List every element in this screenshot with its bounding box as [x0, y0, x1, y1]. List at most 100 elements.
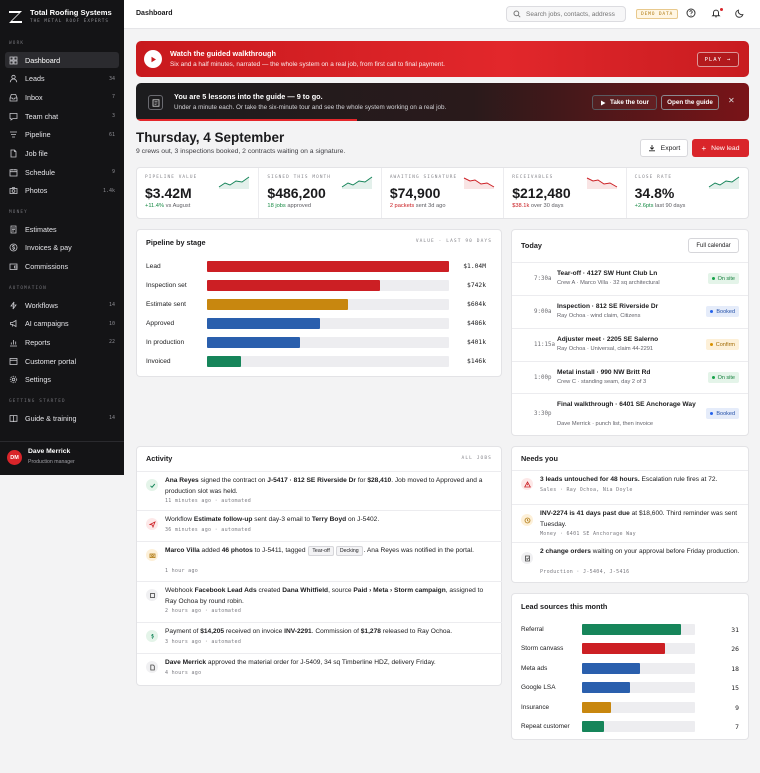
kpi-card[interactable]: AWAITING SIGNATURE $74,900 2 packets sent …	[382, 168, 505, 218]
sidebar-item-label: Team chat	[25, 111, 59, 121]
pipeline-row[interactable]: Lead $1.04M	[146, 261, 486, 273]
camera-icon	[9, 187, 18, 195]
sidebar-item-label: Inbox	[25, 92, 43, 102]
kpi-delta: +2.6pts	[634, 203, 654, 209]
status-badge: On site	[707, 273, 739, 284]
sidebar-item-reports[interactable]: Reports 22	[5, 334, 119, 350]
schedule-subtitle: Dave Merrick · punch list, then invoice	[557, 421, 654, 427]
pipeline-row[interactable]: In production $401k	[146, 337, 486, 349]
sidebar-item-label: Workflows	[25, 300, 59, 310]
sidebar-item-team-chat[interactable]: Team chat 3	[5, 108, 119, 124]
tag-chip[interactable]: Tear-off	[308, 546, 334, 556]
user-profile[interactable]: DM Dave Merrick Production manager	[0, 441, 124, 475]
sidebar-item-photos[interactable]: Photos 1.4k	[5, 183, 119, 199]
schedule-item[interactable]: 11:15a Adjuster meet · 2205 SE Salerno Ray…	[512, 328, 748, 361]
sidebar-item-dashboard[interactable]: Dashboard	[5, 52, 119, 68]
search-input[interactable]	[526, 10, 618, 18]
kpi-card[interactable]: CLOSE RATE 34.8% +2.6pts last 90 days	[627, 168, 748, 218]
activity-item[interactable]: Dave Merrick approved the material order…	[137, 653, 502, 685]
close-icon[interactable]: ✕	[728, 96, 735, 105]
schedule-subtitle: Ray Ochoa · Universal, claim 44-2291	[557, 346, 654, 352]
open-guide-button[interactable]: Open the guide	[661, 95, 719, 110]
activity-item[interactable]: Payment of $14,205 received on invoice I…	[137, 622, 502, 653]
tag-chip[interactable]: Decking	[335, 546, 363, 556]
full-calendar-button[interactable]: Full calendar	[688, 238, 739, 253]
export-button[interactable]: Export	[640, 139, 688, 157]
lead-source-label: Storm canvass	[521, 645, 564, 653]
sidebar-item-job-file[interactable]: Job file	[5, 146, 119, 162]
needs-you-item[interactable]: 3 leads untouched for 48 hours. Escalati…	[512, 470, 748, 504]
sidebar-item-workflows[interactable]: Workflows 14	[5, 297, 119, 313]
schedule-item[interactable]: 1:00p Metal install · 990 NW Britt Rd Crew…	[512, 361, 748, 393]
sidebar-item-settings[interactable]: Settings	[5, 372, 119, 388]
play-button[interactable]: PLAY →	[697, 52, 739, 67]
kpi-delta: $38.1k	[512, 203, 530, 209]
lead-source-row[interactable]: Repeat customer 7	[521, 721, 739, 733]
take-tour-button[interactable]: Take the tour	[592, 95, 657, 110]
activity-text: approved the material order for J-5409, …	[206, 659, 436, 666]
activity-item[interactable]: Webhook Facebook Lead Ads created Dana W…	[137, 581, 502, 622]
wallet-icon	[9, 263, 18, 270]
play-circle-icon[interactable]	[144, 50, 162, 68]
pipeline-row[interactable]: Invoiced $146k	[146, 356, 486, 368]
kpi-card[interactable]: RECEIVABLES $212,480 $38.1k over 30 days	[504, 168, 627, 218]
plus-icon: +	[701, 143, 707, 153]
kpi-card[interactable]: SIGNED THIS MONTH $486,200 18 jobs approve…	[259, 168, 382, 218]
lead-source-bar	[582, 643, 666, 655]
lead-source-row[interactable]: Google LSA 15	[521, 682, 739, 694]
schedule-item[interactable]: 3:30p Final walkthrough · 6401 SE Anchora…	[512, 393, 748, 437]
pipeline-stage-label: Inspection set	[146, 282, 187, 289]
theme-toggle-icon[interactable]	[735, 8, 747, 20]
brand[interactable]: Total Roofing Systems THE METAL ROOF EXP…	[9, 8, 119, 30]
sidebar-item-ai-campaigns[interactable]: AI campaigns 10	[5, 316, 119, 332]
needs-you-detail: Escalation rule fires at 72.	[639, 476, 718, 483]
sidebar-item-pipeline[interactable]: Pipeline 61	[5, 127, 119, 143]
lead-source-bar-track	[582, 624, 695, 635]
kpi-delta: 2 packets	[389, 203, 415, 209]
activity-text: sent day-3 email to	[252, 516, 312, 523]
new-lead-button[interactable]: + New lead	[692, 139, 749, 157]
pipeline-row[interactable]: Inspection set $742k	[146, 280, 486, 292]
lead-source-row[interactable]: Insurance 9	[521, 701, 739, 714]
needs-you-emphasis: INV-2274 is 41 days past due	[540, 510, 630, 517]
activity-item[interactable]: Ana Reyes signed the contract on J-5417 …	[137, 471, 502, 510]
sidebar-item-label: Leads	[25, 74, 45, 84]
sidebar-item-leads[interactable]: Leads 34	[5, 71, 119, 87]
activity-emphasis: Ana Reyes	[165, 477, 199, 484]
pipeline-stage-value: $401k	[467, 339, 486, 346]
schedule-item[interactable]: 9:00a Inspection · 812 SE Riverside Dr Ray…	[512, 295, 748, 328]
guide-progress-banner: You are 5 lessons into the guide — 9 to …	[136, 83, 749, 121]
sidebar-item-schedule[interactable]: Schedule 9	[5, 164, 119, 180]
lead-source-row[interactable]: Referral 31	[521, 624, 739, 636]
sidebar-item-label: AI campaigns	[25, 319, 69, 329]
activity-text: released to Ray Ochoa.	[380, 628, 453, 635]
kpi-card[interactable]: PIPELINE VALUE $3.42M +11.4% vs August	[137, 168, 260, 218]
schedule-item[interactable]: 7:30a Tear-off · 4127 SW Hunt Club Ln Crew…	[512, 262, 748, 295]
sidebar-item-customer-portal[interactable]: Customer portal	[5, 353, 119, 369]
sidebar-item-invoices-pay[interactable]: Invoices & pay	[5, 240, 119, 256]
needs-you-item[interactable]: INV-2274 is 41 days past due at $18,600.…	[512, 504, 748, 542]
pipeline-row[interactable]: Estimate sent $604k	[146, 299, 486, 311]
lead-source-bar-track	[582, 682, 695, 694]
activity-filter[interactable]: ALL JOBS	[461, 456, 492, 461]
lead-source-row[interactable]: Storm canvass 26	[521, 643, 739, 655]
lead-source-row[interactable]: Meta ads 18	[521, 662, 739, 675]
sidebar-item-guide-training[interactable]: Guide & training 14	[5, 410, 119, 426]
person-icon	[9, 75, 18, 83]
sidebar-item-estimates[interactable]: Estimates	[5, 221, 119, 237]
kpi-sparkline	[463, 177, 495, 189]
activity-item[interactable]: Marco Villa added 46 photos to J-5411, t…	[137, 541, 502, 581]
bell-icon[interactable]	[711, 8, 723, 20]
activity-item[interactable]: Workflow Estimate follow-up sent day-3 e…	[137, 510, 502, 541]
pipeline-stage-label: Estimate sent	[146, 301, 186, 308]
check-icon	[146, 479, 158, 491]
pipeline-row[interactable]: Approved $486k	[146, 318, 486, 330]
status-badge: On site	[707, 372, 739, 383]
sidebar-item-inbox[interactable]: Inbox 7	[5, 89, 119, 105]
help-icon[interactable]	[686, 8, 698, 20]
needs-you-item[interactable]: 2 change orders waiting on your approval…	[512, 542, 748, 584]
search-box[interactable]	[506, 6, 626, 22]
sidebar-item-commissions[interactable]: Commissions	[5, 258, 119, 274]
sidebar-icon-wrap	[9, 301, 18, 310]
